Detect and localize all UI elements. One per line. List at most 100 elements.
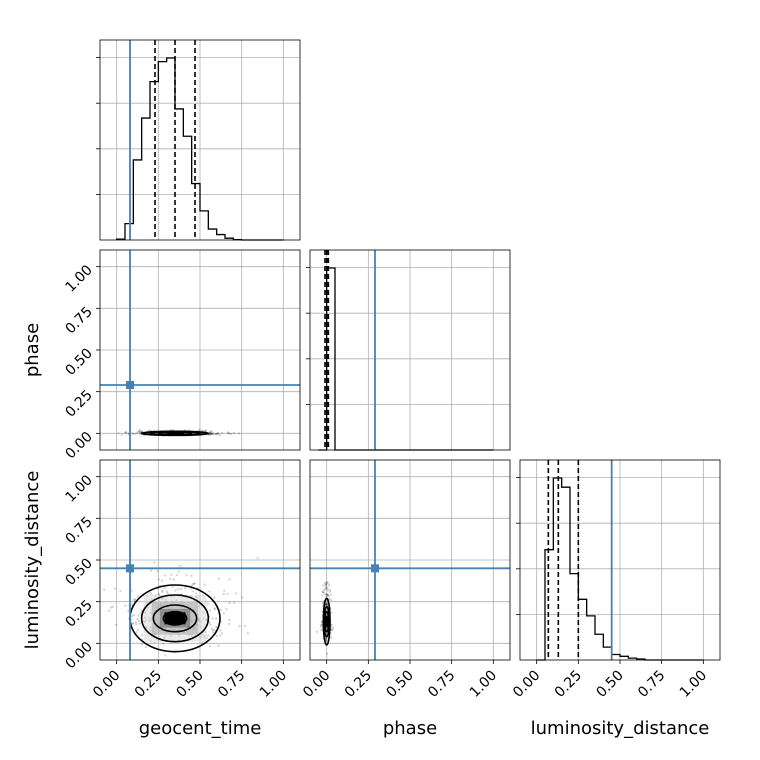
scatter-point	[211, 631, 215, 634]
scatter-point	[243, 625, 246, 628]
scatter-point	[147, 429, 150, 432]
xtick-label: 1.00	[257, 668, 290, 701]
ytick-label: 0.00	[62, 429, 95, 462]
scatter-point	[326, 593, 329, 596]
scatter-point	[211, 431, 214, 434]
scatter-point	[137, 430, 140, 433]
xtick-label: 0.50	[383, 668, 416, 701]
marks-luminosity-vs-geocent-time	[100, 460, 300, 660]
marks-phase-marginal	[306, 250, 494, 451]
scatter-point	[204, 429, 208, 432]
scatter-point	[210, 627, 214, 631]
scatter-point	[153, 561, 156, 564]
scatter-point	[226, 432, 230, 435]
scatter-point	[214, 608, 217, 611]
scatter-point	[161, 590, 164, 594]
scatter-point	[228, 618, 231, 622]
scatter-point	[219, 634, 222, 637]
scatter-point	[114, 623, 117, 626]
density-cell-0	[164, 612, 186, 625]
scatter-point	[328, 598, 331, 601]
scatter-point	[119, 590, 122, 593]
scatter-point	[103, 588, 106, 591]
xtick-label: 1.00	[467, 668, 500, 701]
scatter-point	[325, 595, 328, 598]
scatter-point	[133, 598, 136, 601]
ytick-label: 0.25	[62, 387, 95, 420]
truth-marker-luminosity-vs-geocent-time	[126, 564, 134, 573]
scatter-point	[217, 432, 220, 435]
panel-geocent-time-marginal	[96, 39, 301, 241]
xtick-label: 0.75	[635, 668, 668, 701]
scatter-point	[132, 613, 135, 617]
density-cell-0	[325, 617, 328, 627]
scatter-point	[216, 432, 220, 435]
scatter-point	[234, 592, 237, 595]
contour-level-1	[152, 604, 198, 633]
scatter-point	[108, 609, 111, 612]
xlabel-geocent-time: geocent_time	[139, 718, 262, 739]
scatter-point	[161, 589, 164, 592]
scatter-point	[315, 630, 319, 633]
scatter-point	[120, 433, 123, 436]
scatter-point	[210, 432, 213, 435]
scatter-point	[131, 432, 134, 435]
scatter-point	[203, 583, 206, 586]
scatter-point	[331, 628, 334, 632]
scatter-point	[320, 620, 323, 624]
scatter-point	[208, 431, 212, 435]
ytick-label: 0.50	[62, 346, 95, 379]
scatter-point	[192, 582, 195, 585]
scatter-point	[209, 432, 212, 435]
scatter-point	[319, 625, 323, 628]
scatter-point	[208, 431, 212, 434]
scatter-point	[210, 432, 213, 435]
scatter-point	[326, 652, 329, 655]
scatter-point	[324, 586, 327, 589]
scatter-point	[330, 623, 333, 626]
scatter-point	[228, 601, 231, 605]
scatter-point	[217, 644, 220, 647]
xlabel-luminosity-distance: luminosity_distance	[531, 718, 710, 739]
scatter-point	[326, 581, 329, 584]
scatter-point	[169, 428, 172, 432]
scatter-point	[324, 583, 327, 586]
scatter-point	[208, 433, 211, 436]
scatter-point	[325, 593, 328, 596]
scatter-point	[324, 581, 327, 584]
marks-phase-vs-geocent-time	[100, 250, 300, 450]
scatter-point	[321, 594, 324, 597]
scatter-point	[138, 430, 141, 433]
xtick-label: 0.25	[342, 668, 375, 701]
scatter-point	[321, 591, 325, 594]
scatter-point	[227, 622, 231, 626]
marks-geocent-time-marginal	[96, 40, 284, 241]
scatter-point	[212, 628, 215, 632]
scatter-point	[241, 596, 244, 599]
scatter-point	[178, 564, 182, 567]
scatter-point	[256, 556, 259, 560]
scatter-point	[132, 622, 135, 625]
scatter-point	[223, 589, 226, 592]
ylabel-luminosity-distance: luminosity_distance	[22, 471, 43, 650]
scatter-point	[219, 608, 222, 611]
grid-phase-marginal	[310, 250, 510, 450]
scatter-point	[149, 591, 152, 594]
scatter-point	[325, 587, 328, 590]
scatter-point	[141, 643, 144, 646]
scatter-point	[136, 595, 139, 598]
scatter-point	[322, 591, 326, 594]
xtick-label: 0.25	[552, 668, 585, 701]
scatter-point	[138, 431, 142, 434]
scatter-point	[137, 614, 140, 617]
scatter-point	[184, 586, 187, 590]
scatter-point	[137, 628, 140, 631]
scatter-point	[141, 430, 144, 433]
scatter-point	[213, 596, 216, 599]
xtick-label: 0.00	[510, 668, 543, 701]
scatter-point	[329, 588, 332, 591]
scatter-point	[322, 588, 326, 592]
panel-luminosity-vs-geocent-time	[99, 459, 301, 661]
truth-marker-luminosity-vs-phase	[371, 564, 379, 573]
